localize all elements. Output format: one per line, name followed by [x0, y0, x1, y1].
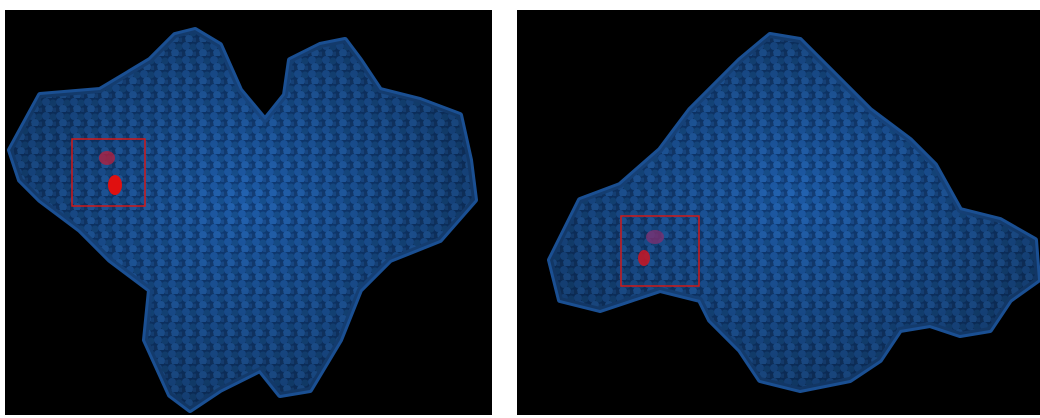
- protein-panels: [0, 0, 1040, 418]
- figure: [0, 0, 1040, 418]
